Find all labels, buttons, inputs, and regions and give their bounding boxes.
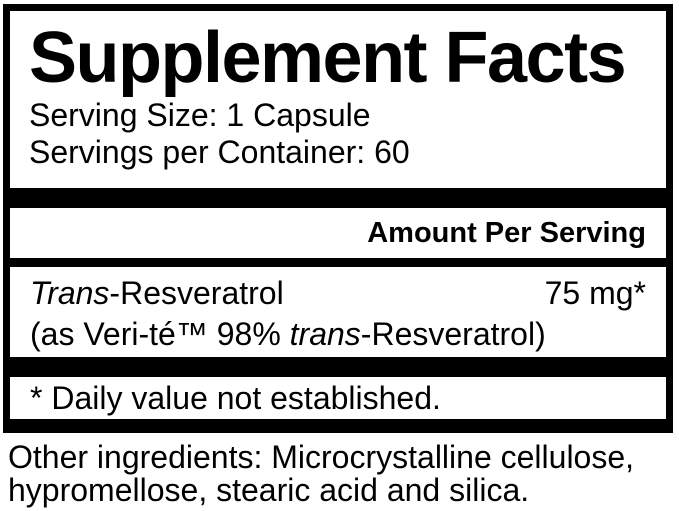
ingredient-name-italic-part: Trans bbox=[30, 275, 110, 311]
ingredient-source-italic-part: trans bbox=[289, 316, 361, 352]
facts-header-section: Supplement Facts Serving Size: 1 Capsule… bbox=[10, 11, 666, 188]
divider-thick-top bbox=[10, 188, 666, 208]
ingredient-source-suffix: -Resveratrol) bbox=[360, 316, 546, 352]
supplement-facts-panel: Supplement Facts Serving Size: 1 Capsule… bbox=[3, 4, 673, 433]
ingredient-section: Trans-Resveratrol 75 mg* (as Veri-té™ 98… bbox=[10, 267, 666, 357]
supplement-facts-title: Supplement Facts bbox=[29, 18, 627, 98]
divider-medium bbox=[10, 258, 666, 267]
ingredient-source-line: (as Veri-té™ 98% trans-Resveratrol) bbox=[30, 314, 646, 354]
ingredient-source-prefix: (as Veri-té™ 98% bbox=[30, 316, 290, 352]
amount-per-serving-row: Amount Per Serving bbox=[10, 208, 666, 258]
ingredient-row: Trans-Resveratrol 75 mg* bbox=[30, 272, 646, 314]
amount-per-serving-header: Amount Per Serving bbox=[367, 216, 646, 249]
serving-size-line: Serving Size: 1 Capsule bbox=[29, 97, 371, 133]
ingredient-amount: 75 mg* bbox=[544, 275, 646, 311]
ingredient-name-regular-part: -Resveratrol bbox=[109, 275, 284, 311]
other-ingredients-line-1: Other ingredients: Microcrystalline cell… bbox=[8, 439, 635, 475]
other-ingredients-line-2: hypromellose, stearic acid and silica. bbox=[8, 472, 530, 508]
ingredient-name: Trans-Resveratrol bbox=[30, 272, 284, 314]
other-ingredients-text: Other ingredients: Microcrystalline cell… bbox=[8, 441, 634, 507]
daily-value-footnote: * Daily value not established. bbox=[30, 379, 441, 416]
servings-per-container-line: Servings per Container: 60 bbox=[29, 134, 410, 170]
divider-thick-bottom bbox=[10, 357, 666, 377]
